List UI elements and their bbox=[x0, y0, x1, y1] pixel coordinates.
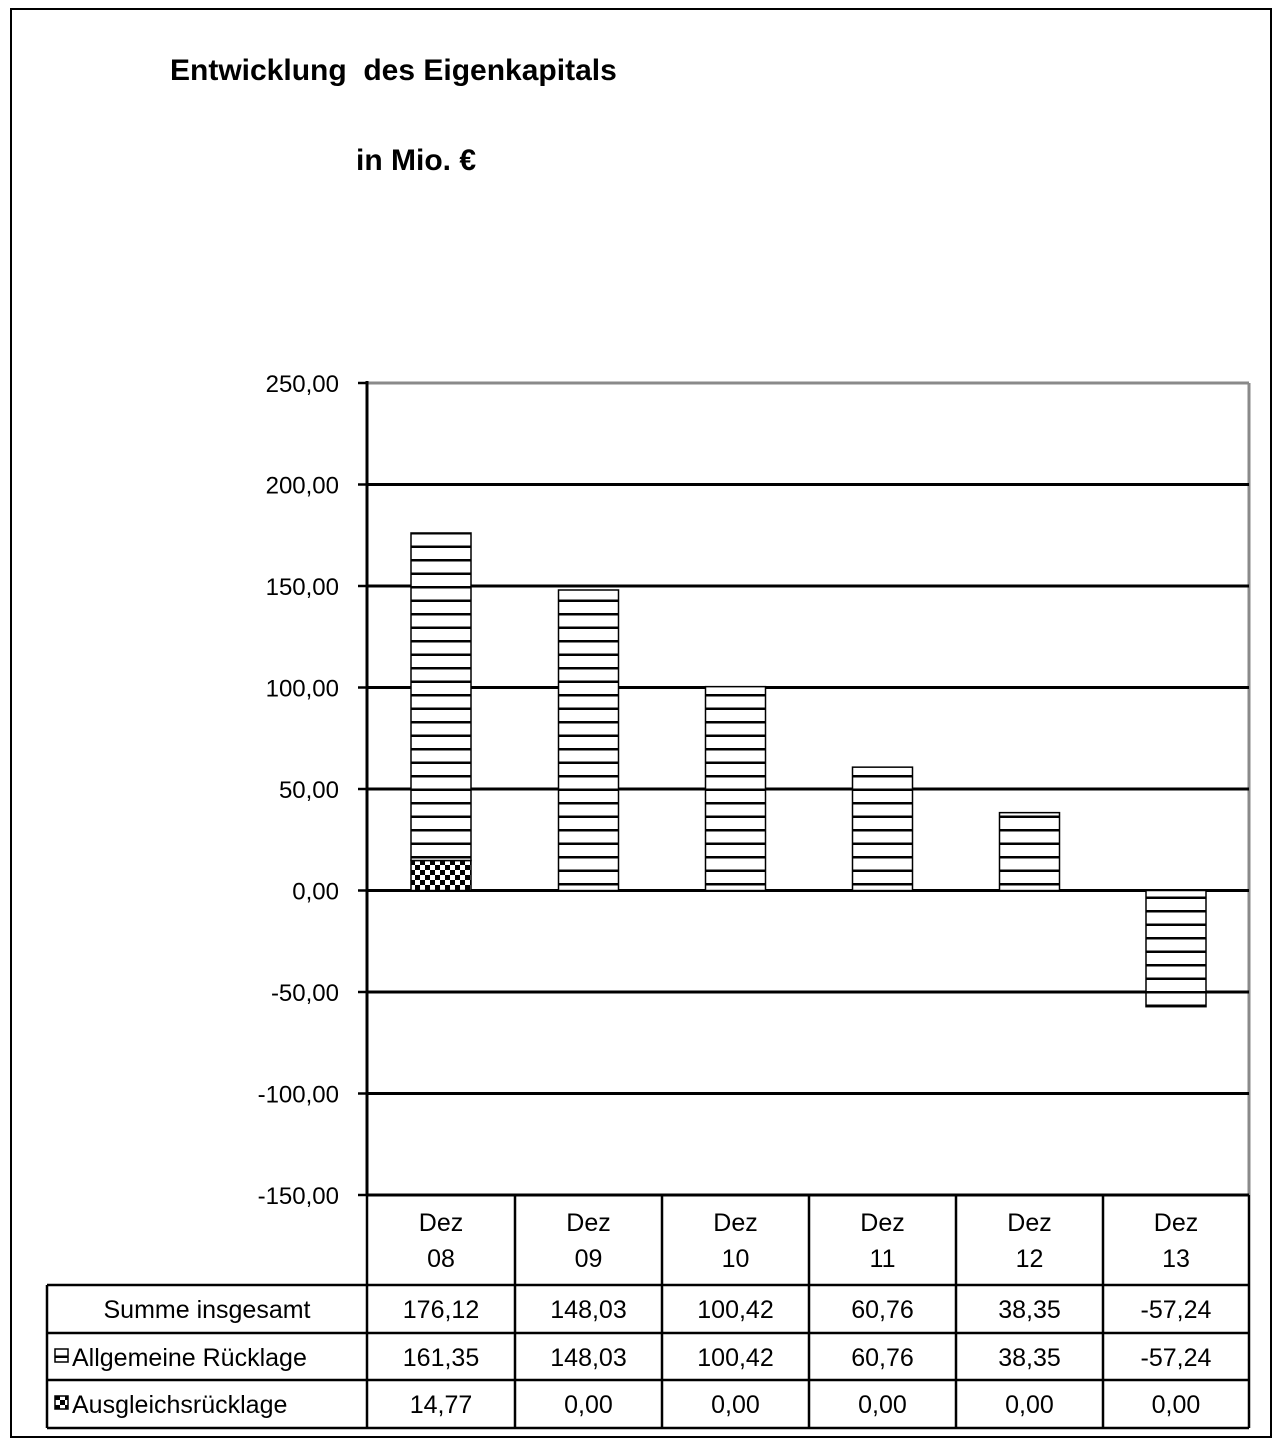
chart-subtitle: in Mio. € bbox=[356, 144, 476, 177]
category-label: 09 bbox=[575, 1245, 603, 1273]
data-label: 100,42 bbox=[697, 1344, 773, 1372]
data-label: 176,12 bbox=[403, 1296, 479, 1324]
table-row-label: Ausgleichsrücklage bbox=[72, 1391, 287, 1419]
data-label: 14,77 bbox=[410, 1391, 473, 1419]
category-label: Dez bbox=[860, 1209, 904, 1237]
data-label: 0,00 bbox=[711, 1391, 760, 1419]
legend-key bbox=[54, 1395, 69, 1410]
category-label: 11 bbox=[870, 1245, 896, 1273]
y-tick-label: 250,00 bbox=[266, 371, 339, 398]
chart-title: Entwicklung des Eigenkapitals bbox=[170, 54, 617, 87]
y-tick-label: -150,00 bbox=[258, 1183, 339, 1210]
chart-frame bbox=[10, 8, 1272, 1438]
data-label: 0,00 bbox=[1152, 1391, 1201, 1419]
data-label: 60,76 bbox=[851, 1296, 914, 1324]
data-label: 161,35 bbox=[403, 1344, 479, 1372]
y-tick-label: 150,00 bbox=[266, 574, 339, 601]
data-label: 148,03 bbox=[550, 1344, 626, 1372]
category-label: Dez bbox=[419, 1209, 463, 1237]
category-label: 10 bbox=[722, 1245, 750, 1273]
bar bbox=[1145, 889, 1207, 1008]
data-label: 148,03 bbox=[550, 1296, 626, 1324]
data-label: 100,42 bbox=[697, 1296, 773, 1324]
category-label: 13 bbox=[1162, 1245, 1190, 1273]
bar bbox=[851, 766, 914, 892]
category-label: Dez bbox=[1007, 1209, 1051, 1237]
category-label: 12 bbox=[1016, 1245, 1044, 1273]
y-tick-label: -100,00 bbox=[258, 1082, 339, 1109]
y-tick-label: 200,00 bbox=[266, 473, 339, 500]
bar bbox=[557, 589, 620, 892]
data-label: 0,00 bbox=[858, 1391, 907, 1419]
data-label: 0,00 bbox=[564, 1391, 613, 1419]
bar bbox=[998, 811, 1061, 892]
data-label: -57,24 bbox=[1141, 1296, 1212, 1324]
y-tick-label: 0,00 bbox=[292, 879, 339, 906]
category-label: Dez bbox=[713, 1209, 757, 1237]
bar bbox=[704, 685, 767, 892]
category-label: 08 bbox=[427, 1245, 455, 1273]
table-row-label: Allgemeine Rücklage bbox=[72, 1344, 307, 1372]
category-label: Dez bbox=[566, 1209, 610, 1237]
bar bbox=[410, 532, 472, 862]
legend-key bbox=[54, 1348, 69, 1363]
bar bbox=[410, 859, 472, 892]
data-label: 0,00 bbox=[1005, 1391, 1054, 1419]
y-tick-label: 100,00 bbox=[266, 676, 339, 703]
y-tick-label: -50,00 bbox=[271, 980, 339, 1007]
data-label: -57,24 bbox=[1141, 1344, 1212, 1372]
data-label: 38,35 bbox=[998, 1344, 1061, 1372]
data-label: 60,76 bbox=[851, 1344, 914, 1372]
data-label: 38,35 bbox=[998, 1296, 1061, 1324]
y-tick-label: 50,00 bbox=[279, 777, 339, 804]
table-row-label: Summe insgesamt bbox=[103, 1296, 310, 1324]
category-label: Dez bbox=[1154, 1209, 1198, 1237]
